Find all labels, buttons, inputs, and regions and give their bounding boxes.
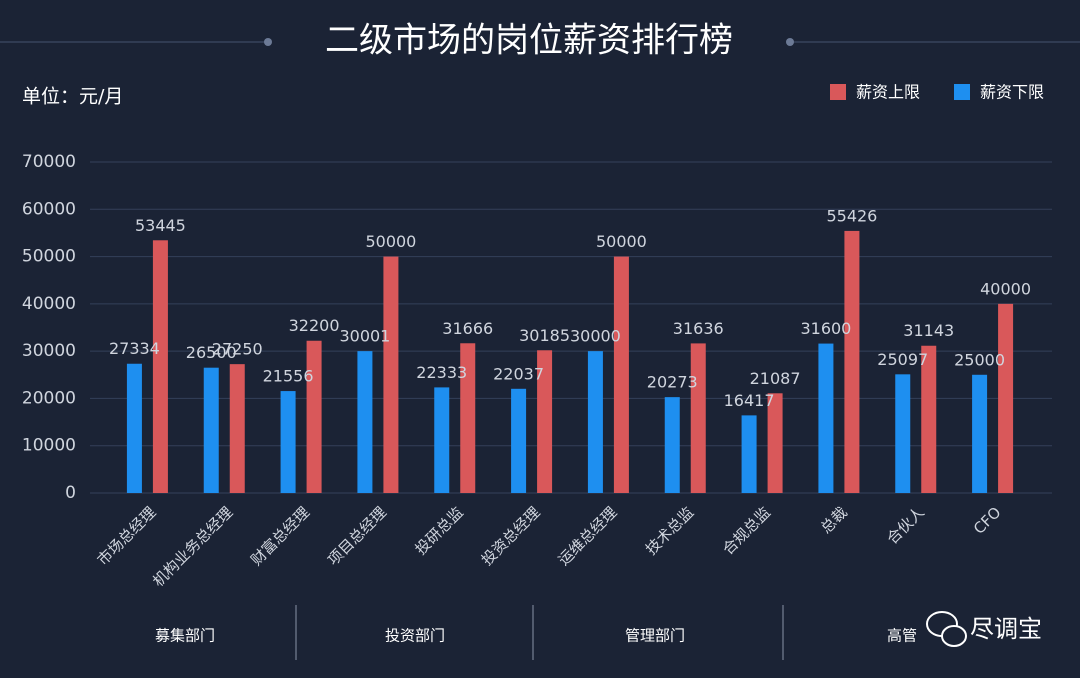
bar — [818, 343, 834, 493]
bar — [203, 367, 219, 493]
bar — [126, 363, 142, 493]
bar — [383, 256, 399, 493]
bar — [767, 393, 783, 493]
value-label: 22037 — [493, 364, 544, 383]
value-label: 31143 — [903, 321, 954, 340]
bar — [998, 303, 1014, 493]
value-label: 27250 — [212, 340, 263, 359]
bar — [664, 397, 680, 493]
value-label: 21087 — [750, 369, 801, 388]
x-tick-label: 合伙人 — [883, 503, 928, 548]
x-tick-label: 运维总经理 — [555, 503, 621, 569]
x-tick-label: 投研总监 — [412, 503, 467, 558]
value-label: 25097 — [877, 350, 928, 369]
bar — [844, 230, 860, 494]
bar — [357, 351, 373, 493]
watermark: 尽调宝 — [970, 615, 1042, 643]
value-label: 30001 — [339, 327, 390, 346]
y-tick-label: 30000 — [22, 341, 76, 361]
bar — [537, 350, 553, 493]
value-label: 27334 — [109, 339, 160, 358]
value-label: 50000 — [596, 232, 647, 251]
value-label: 21556 — [263, 367, 314, 386]
value-label: 31666 — [442, 319, 493, 338]
value-label: 30000 — [570, 327, 621, 346]
x-tick-label: 合规总监 — [719, 503, 774, 558]
x-tick-label: 市场总经理 — [94, 503, 160, 569]
bar — [511, 388, 527, 493]
department-label: 募集部门 — [155, 627, 215, 645]
bar — [306, 340, 322, 493]
watermark-icon — [926, 611, 967, 647]
legend-swatch — [830, 84, 846, 100]
y-tick-label: 0 — [65, 483, 76, 503]
department-label: 管理部门 — [625, 627, 685, 645]
x-tick-label: 技术总监 — [642, 503, 697, 558]
value-label: 50000 — [365, 232, 416, 251]
legend-label: 薪资下限 — [980, 83, 1044, 102]
bar — [895, 374, 911, 493]
y-tick-label: 40000 — [22, 294, 76, 314]
value-label: 30185 — [519, 326, 570, 345]
bar — [921, 345, 937, 493]
value-label: 53445 — [135, 216, 186, 235]
bar — [741, 415, 757, 493]
y-tick-label: 20000 — [22, 388, 76, 408]
y-tick-label: 70000 — [22, 152, 76, 172]
value-label: 26500 — [186, 343, 237, 362]
value-label: 40000 — [980, 279, 1031, 298]
bar — [280, 391, 296, 493]
x-tick-label: CFO — [970, 503, 1005, 538]
x-tick-label: 财富总经理 — [247, 503, 313, 569]
department-label: 投资部门 — [385, 627, 445, 645]
title-decoration — [264, 38, 272, 46]
bar — [229, 364, 245, 493]
bar — [690, 343, 706, 493]
legend-swatch — [954, 84, 970, 100]
x-tick-label: 投资总经理 — [478, 503, 544, 569]
x-tick-label: 总裁 — [817, 503, 851, 537]
x-tick-label: 机构业务总经理 — [149, 503, 236, 590]
y-tick-label: 50000 — [22, 247, 76, 267]
value-label: 16417 — [724, 391, 775, 410]
value-label: 32200 — [289, 316, 340, 335]
y-tick-label: 60000 — [22, 199, 76, 219]
bar — [434, 387, 450, 493]
title-decoration — [786, 38, 794, 46]
bar — [972, 374, 988, 493]
bar — [152, 240, 168, 493]
value-label: 20273 — [647, 373, 698, 392]
x-tick-label: 项目总经理 — [324, 503, 390, 569]
legend-label: 薪资上限 — [856, 83, 920, 102]
bar — [460, 343, 476, 493]
department-label: 高管 — [887, 627, 917, 645]
value-label: 55426 — [826, 206, 877, 225]
bar — [613, 256, 629, 493]
chart-title: 二级市场的岗位薪资排行榜 — [325, 21, 733, 61]
value-label: 22333 — [416, 363, 467, 382]
value-label: 31600 — [800, 319, 851, 338]
bar — [587, 351, 603, 493]
y-tick-label: 10000 — [22, 436, 76, 456]
unit-label: 单位：元/月 — [22, 86, 123, 108]
value-label: 25000 — [954, 350, 1005, 369]
value-label: 31636 — [673, 319, 724, 338]
